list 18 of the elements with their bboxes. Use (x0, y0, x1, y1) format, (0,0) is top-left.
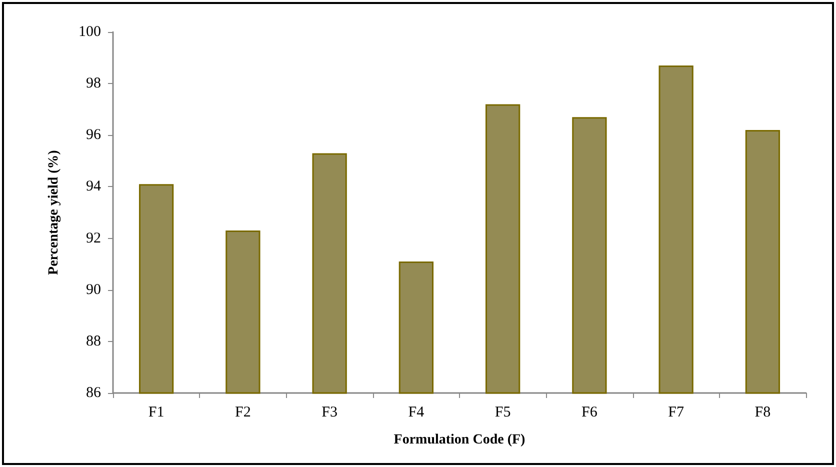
y-tick-label: 96 (86, 127, 102, 144)
y-tick-label: 86 (86, 385, 102, 401)
y-tick-label: 100 (78, 24, 101, 40)
x-tick-label: F8 (754, 404, 771, 420)
x-tick-label: F4 (408, 404, 425, 420)
y-tick-label: 98 (86, 76, 101, 92)
x-axis-title: Formulation Code (F) (394, 432, 526, 448)
x-tick-label: F5 (494, 404, 511, 420)
x-tick-label: F7 (668, 404, 684, 420)
x-tick-label: F2 (235, 404, 251, 420)
y-tick-label: 92 (86, 230, 101, 246)
y-tick-label: 88 (86, 333, 101, 350)
x-tick-label: F3 (322, 404, 338, 420)
x-tick-label: F1 (148, 404, 164, 420)
y-tick-label: 90 (86, 282, 101, 298)
x-tick-label: F6 (582, 404, 598, 420)
y-tick-label: 94 (86, 178, 102, 195)
y-axis-title: Percentage yield (%) (46, 150, 62, 275)
